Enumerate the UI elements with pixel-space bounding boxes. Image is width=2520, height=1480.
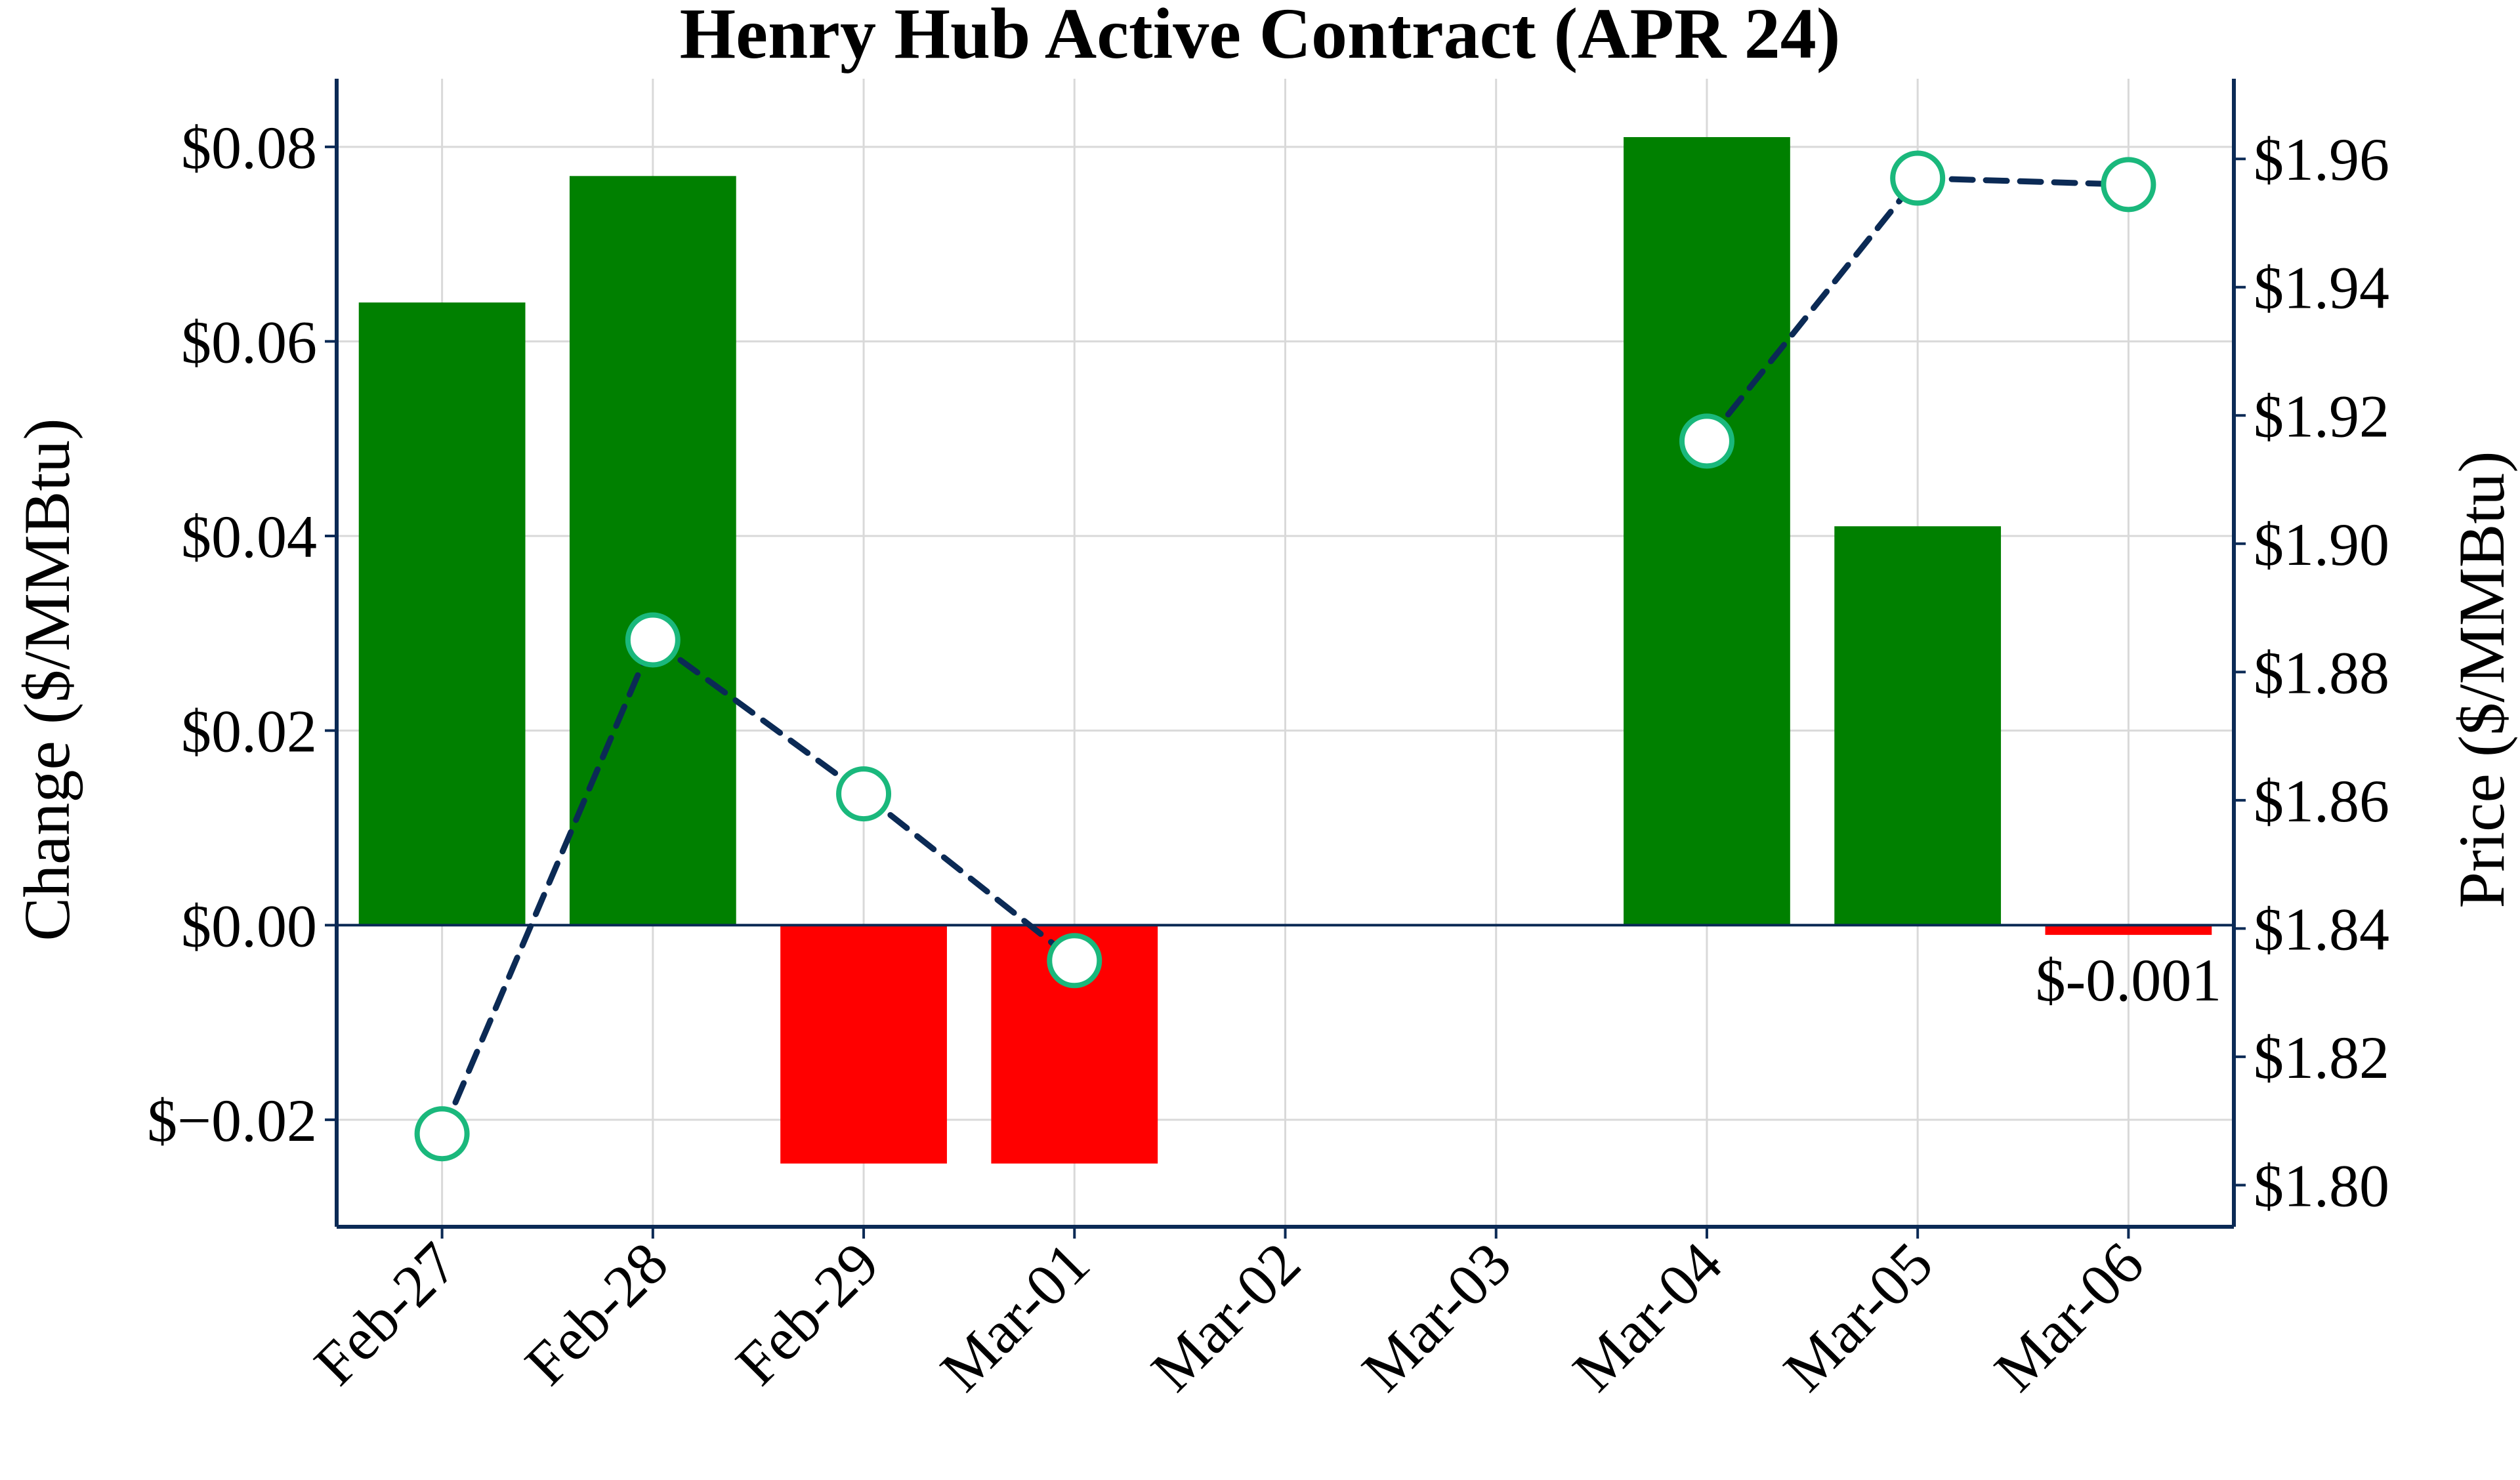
y-right-tick-label: $1.88 <box>2254 639 2389 706</box>
x-tick-label: Mar-05 <box>1771 1229 1945 1404</box>
price-point <box>1890 150 1946 206</box>
x-tick-label: Mar-01 <box>927 1229 1102 1404</box>
y-left-tick-label: $0.00 <box>181 892 317 959</box>
change-bar <box>1624 136 1790 926</box>
change-bar <box>569 176 736 926</box>
price-line-segment <box>860 791 1078 964</box>
price-line-layer <box>414 150 2156 1162</box>
y-right-tick-label: $1.96 <box>2254 126 2389 193</box>
price-point <box>836 766 892 822</box>
x-tick-label: Feb-27 <box>301 1229 469 1397</box>
x-tick-label: Mar-04 <box>1560 1229 1734 1404</box>
price-line-segment <box>1704 175 1921 444</box>
price-line-segment <box>1914 175 2132 188</box>
y-right-tick-label: $1.90 <box>2254 511 2389 578</box>
y-left-tick-label: $0.08 <box>181 114 317 181</box>
y-right-tick-label: $1.92 <box>2254 382 2389 449</box>
price-point <box>1047 933 1102 989</box>
price-point <box>1679 413 1734 469</box>
y-right-tick-label: $1.82 <box>2254 1024 2389 1091</box>
change-bar <box>358 302 526 926</box>
bars-layer <box>358 136 2212 1164</box>
chart-title: Henry Hub Active Contract (APR 24) <box>680 0 1841 73</box>
y-right-tick-label: $1.86 <box>2254 768 2389 834</box>
price-point <box>625 612 681 668</box>
x-tick-label: Mar-03 <box>1349 1229 1524 1404</box>
change-bar <box>1834 526 2002 926</box>
y-left-tick-label: $0.06 <box>181 308 317 375</box>
y-right-tick-label: $1.94 <box>2254 255 2389 321</box>
x-tick-label: Mar-06 <box>1982 1229 2156 1404</box>
x-tick-label: Feb-28 <box>513 1229 681 1397</box>
x-tick-label: Mar-02 <box>1139 1229 1313 1404</box>
y-left-tick-label: $0.04 <box>181 503 317 570</box>
y-left-tick-label: $0.02 <box>181 698 317 765</box>
y-left-tick-label: $−0.02 <box>147 1087 317 1154</box>
price-line-segment <box>439 636 656 1137</box>
change-bar <box>2045 925 2212 935</box>
price-line-segment <box>650 636 867 797</box>
y-right-tick-label: $1.80 <box>2254 1152 2389 1219</box>
y-right-axis-label: Price ($/MMBtu) <box>2445 451 2518 908</box>
price-point <box>414 1106 470 1162</box>
y-right-tick-label: $1.84 <box>2254 895 2389 962</box>
axes-layer <box>325 79 2246 1239</box>
change-bar <box>780 925 947 1164</box>
data-label: $-0.001 <box>2036 947 2222 1014</box>
y-left-axis-label: Change ($/MMBtu) <box>10 418 83 941</box>
price-point <box>2101 157 2156 213</box>
x-tick-label: Feb-29 <box>723 1229 891 1397</box>
